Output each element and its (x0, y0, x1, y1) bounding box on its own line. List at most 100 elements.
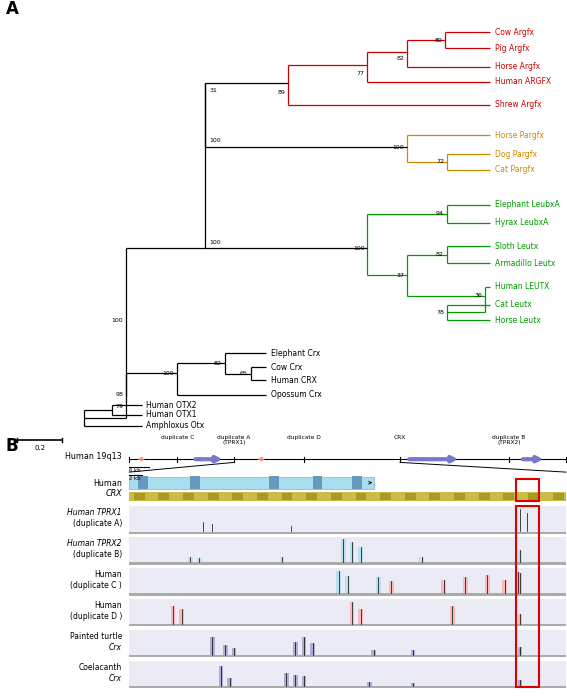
Bar (515, 572, 521, 593)
Text: 100: 100 (392, 145, 404, 150)
Bar (129, 630, 566, 656)
Bar (183, 493, 194, 500)
Text: duplicate B
(TPRX2): duplicate B (TPRX2) (493, 435, 526, 445)
Bar (336, 571, 341, 593)
Bar (191, 476, 200, 489)
Text: Hyrax LeubxA: Hyrax LeubxA (495, 218, 548, 228)
Bar (345, 576, 350, 593)
Text: Human OTX2: Human OTX2 (146, 400, 197, 410)
Bar (518, 573, 522, 593)
Text: 100: 100 (162, 371, 174, 376)
Bar (302, 638, 306, 655)
Bar (371, 650, 376, 655)
Text: (duplicate B): (duplicate B) (73, 550, 122, 559)
Bar (129, 686, 566, 688)
Text: Cow Argfx: Cow Argfx (495, 28, 534, 37)
Bar (454, 493, 465, 500)
Bar (405, 493, 416, 500)
Bar (129, 599, 566, 625)
Bar (358, 609, 363, 624)
Text: Painted turtle: Painted turtle (70, 632, 122, 641)
Bar (518, 680, 522, 686)
Text: Human TPRX2: Human TPRX2 (67, 539, 122, 548)
Bar (502, 580, 507, 593)
Text: Cow Crx: Cow Crx (271, 363, 302, 372)
Bar (518, 615, 522, 624)
Bar (284, 673, 289, 686)
Bar (197, 558, 201, 562)
Bar (312, 476, 322, 489)
Text: (duplicate A): (duplicate A) (73, 519, 122, 528)
Bar (138, 476, 147, 489)
Text: 98: 98 (115, 392, 123, 397)
Text: (duplicate C ): (duplicate C ) (70, 581, 122, 590)
Bar (356, 493, 366, 500)
Text: 80: 80 (434, 38, 442, 43)
Text: Shrew Argfx: Shrew Argfx (495, 100, 541, 109)
Text: 89: 89 (277, 90, 285, 95)
Bar (411, 682, 416, 686)
Bar (129, 655, 566, 657)
Text: B: B (6, 437, 18, 455)
Bar (129, 531, 566, 533)
Text: Human: Human (93, 479, 122, 488)
Text: 6 kb: 6 kb (129, 468, 141, 473)
Text: 65: 65 (240, 371, 248, 376)
Bar (179, 609, 184, 624)
Text: 82: 82 (214, 360, 222, 365)
Text: Human TPRX1: Human TPRX1 (67, 508, 122, 517)
Bar (129, 568, 566, 594)
Bar (503, 493, 514, 500)
Text: Amphloxus Otx: Amphloxus Otx (146, 421, 205, 430)
Bar (352, 476, 362, 489)
Text: Cat Leutx: Cat Leutx (495, 300, 532, 309)
Text: Cat Pargfx: Cat Pargfx (495, 165, 535, 174)
Bar (411, 650, 416, 655)
Bar (306, 493, 317, 500)
Bar (450, 606, 455, 624)
Bar (171, 606, 175, 624)
Text: 72: 72 (436, 160, 444, 164)
Text: Human CRX: Human CRX (271, 376, 317, 385)
Bar (528, 493, 539, 500)
Bar (129, 491, 566, 501)
Text: Human LEUTX: Human LEUTX (495, 282, 549, 291)
Bar (293, 675, 298, 686)
Bar (367, 682, 372, 686)
Text: duplicate D: duplicate D (287, 435, 321, 440)
Text: 82: 82 (436, 252, 444, 257)
Text: 100: 100 (210, 239, 222, 245)
Text: Elephant Crx: Elephant Crx (271, 349, 320, 358)
Bar (208, 493, 218, 500)
Text: A: A (6, 0, 19, 18)
Bar (129, 594, 566, 596)
Text: Pig Argfx: Pig Argfx (495, 44, 530, 53)
Bar (210, 637, 215, 655)
Text: duplicate C: duplicate C (160, 435, 194, 440)
Text: Elephant LeubxA: Elephant LeubxA (495, 200, 560, 209)
Bar (232, 493, 243, 500)
Bar (518, 550, 522, 562)
Bar (310, 643, 315, 655)
Bar (349, 602, 354, 624)
Text: 31: 31 (210, 88, 218, 92)
Text: 0.2: 0.2 (34, 444, 45, 451)
Text: Human: Human (94, 570, 122, 579)
Text: Horse Argfx: Horse Argfx (495, 62, 540, 71)
Bar (129, 624, 566, 626)
Bar (441, 580, 446, 593)
Text: Opossum Crx: Opossum Crx (271, 390, 322, 399)
Text: duplicate A
(TPRX1): duplicate A (TPRX1) (217, 435, 251, 445)
Bar (429, 493, 441, 500)
Text: Crx: Crx (109, 643, 122, 652)
Text: Coelacanth: Coelacanth (79, 663, 122, 672)
Bar (376, 578, 380, 593)
Text: 82: 82 (396, 56, 404, 61)
Text: (duplicate D ): (duplicate D ) (70, 612, 122, 621)
Text: Crx: Crx (109, 673, 122, 682)
Text: 77: 77 (357, 71, 365, 76)
Bar (553, 493, 564, 500)
Bar (282, 493, 293, 500)
Text: CRX: CRX (394, 435, 406, 440)
Text: 78: 78 (436, 310, 444, 315)
